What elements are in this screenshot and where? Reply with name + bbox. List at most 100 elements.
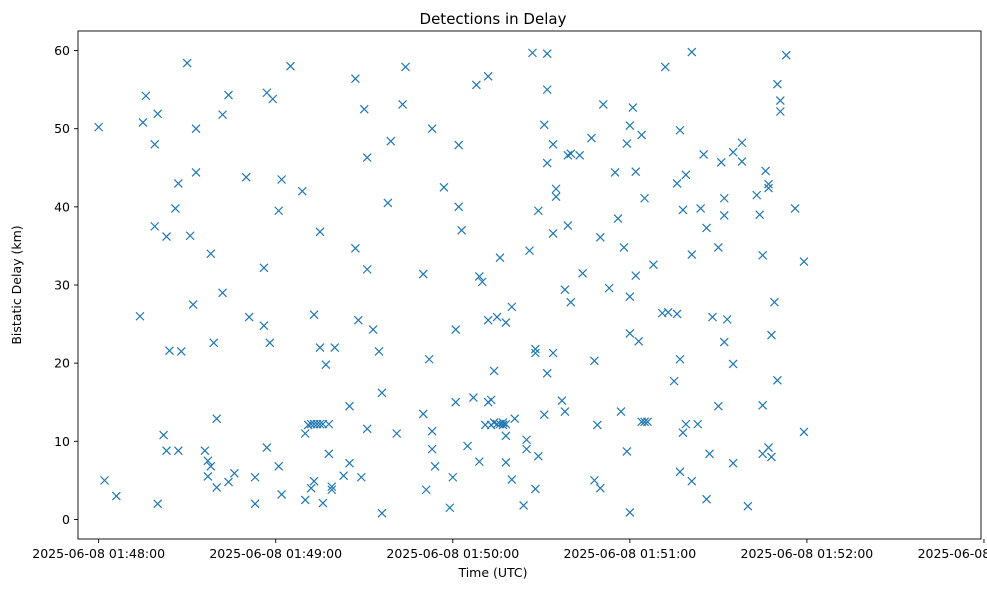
- data-point: [501, 431, 511, 441]
- y-axis: 0 10 20 30 40 50 60: [54, 43, 78, 527]
- data-point: [374, 347, 384, 356]
- data-point: [640, 193, 650, 203]
- data-point: [542, 49, 552, 59]
- data-point: [501, 318, 511, 327]
- data-point: [477, 277, 487, 287]
- data-point: [625, 508, 635, 517]
- data-point: [501, 457, 511, 467]
- data-point: [259, 321, 269, 331]
- y-tick-label: 20: [54, 356, 70, 371]
- data-point: [315, 419, 325, 429]
- data-point: [448, 472, 458, 482]
- data-point: [359, 104, 369, 114]
- data-point: [563, 221, 573, 231]
- data-point: [758, 250, 768, 260]
- data-point: [212, 482, 222, 492]
- data-point: [345, 401, 354, 411]
- data-point: [708, 312, 717, 322]
- data-point: [772, 79, 782, 89]
- data-point: [345, 458, 354, 468]
- data-point: [669, 376, 679, 386]
- data-point: [135, 311, 145, 321]
- data-point: [628, 103, 638, 113]
- data-point: [471, 80, 481, 90]
- data-point: [764, 183, 773, 193]
- data-point: [507, 302, 517, 312]
- data-point: [643, 417, 652, 427]
- data-point: [463, 441, 472, 451]
- data-point: [203, 456, 213, 466]
- data-point: [262, 443, 272, 452]
- data-point: [625, 121, 635, 130]
- data-point: [368, 325, 378, 334]
- data-point: [713, 243, 723, 252]
- y-tick-label: 60: [54, 43, 70, 58]
- data-point: [775, 96, 785, 105]
- data-point: [530, 348, 540, 358]
- data-point: [350, 243, 360, 253]
- data-point: [362, 264, 372, 274]
- data-point: [625, 329, 635, 338]
- data-point: [486, 395, 496, 405]
- data-point: [176, 347, 186, 356]
- data-point: [560, 285, 570, 295]
- data-point: [300, 429, 310, 438]
- data-point: [566, 149, 576, 159]
- data-point: [401, 62, 410, 72]
- data-point: [678, 205, 688, 215]
- data-point: [522, 444, 531, 454]
- data-point: [595, 483, 605, 493]
- data-point: [153, 499, 163, 509]
- data-point: [100, 475, 109, 485]
- data-point: [696, 203, 706, 213]
- data-point: [200, 446, 210, 456]
- data-point: [297, 186, 307, 196]
- data-point: [722, 314, 732, 324]
- data-point: [560, 407, 570, 417]
- data-point: [660, 62, 670, 72]
- data-point: [474, 271, 484, 281]
- data-point: [265, 338, 275, 348]
- data-point: [737, 138, 747, 148]
- data-point: [548, 139, 558, 149]
- data-point: [719, 193, 729, 203]
- data-point: [191, 124, 201, 134]
- data-point: [610, 168, 620, 177]
- data-point: [206, 461, 216, 471]
- data-point: [206, 249, 216, 259]
- data-point: [191, 168, 201, 177]
- data-point: [767, 330, 776, 340]
- y-tick-label: 40: [54, 199, 70, 214]
- data-point: [489, 418, 499, 427]
- data-point: [764, 443, 773, 452]
- data-point: [640, 417, 650, 427]
- data-point: [418, 269, 428, 279]
- data-point: [218, 110, 228, 120]
- data-point: [551, 184, 561, 194]
- data-point: [758, 400, 768, 410]
- data-point: [94, 122, 104, 132]
- data-point: [229, 468, 239, 478]
- data-point: [637, 130, 647, 140]
- data-point: [625, 292, 635, 302]
- data-point: [170, 203, 180, 213]
- data-point: [728, 458, 738, 468]
- data-point: [548, 228, 558, 238]
- data-point: [274, 461, 284, 471]
- data-point: [330, 343, 340, 352]
- data-point: [675, 125, 685, 135]
- data-point: [324, 449, 334, 459]
- data-point: [675, 467, 685, 477]
- data-point: [649, 260, 658, 270]
- y-tick-label: 0: [62, 512, 70, 527]
- x-tick-label: 2025-06-08 01:52:00: [741, 546, 874, 561]
- data-point: [454, 140, 464, 150]
- data-point: [392, 429, 402, 438]
- data-point: [318, 498, 328, 508]
- data-point: [764, 179, 773, 189]
- data-point: [530, 344, 540, 354]
- data-point: [598, 100, 608, 109]
- data-point: [542, 368, 552, 378]
- data-point: [250, 472, 260, 482]
